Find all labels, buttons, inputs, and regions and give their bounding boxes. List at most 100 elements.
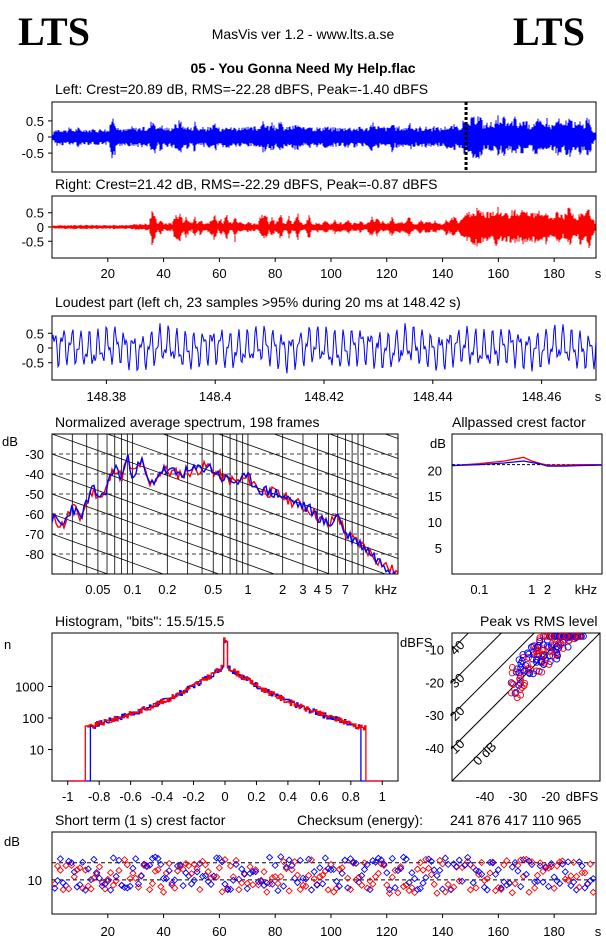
crest-diamond-marker: [263, 888, 271, 896]
crest-diamond-marker: [182, 869, 190, 877]
crest-diamond-marker: [123, 884, 131, 892]
crest-diamond-marker: [221, 880, 229, 888]
y-tick-label: -20: [425, 675, 444, 690]
crest-diamond-marker: [444, 880, 452, 889]
x-tick-label: 120: [376, 266, 398, 281]
crest-diamond-marker: [316, 864, 324, 872]
crest-diamond-marker: [235, 886, 243, 894]
crest-diamond-marker: [51, 880, 59, 888]
crest-diamond-marker: [494, 866, 502, 874]
crest-diamond-marker: [553, 862, 561, 870]
scatter-point: [532, 656, 540, 664]
crest-diamond-marker: [522, 870, 530, 879]
crest-diamond-marker: [87, 885, 95, 893]
crest-diamond-marker: [109, 881, 118, 889]
crest-diamond-marker: [159, 874, 168, 883]
spectrum-slope-line: [328, 434, 398, 459]
plot-frame: [51, 315, 597, 381]
crest-diamond-marker: [207, 880, 215, 888]
scatter-point: [529, 642, 537, 650]
x-tick-label: 100: [320, 266, 342, 281]
scatter-point: [517, 668, 525, 676]
crest-diamond-marker: [73, 866, 81, 874]
crest-diamond-marker: [193, 865, 201, 873]
loudest-part-trace: [51, 323, 597, 374]
x-unit-label: kHz: [375, 582, 397, 597]
crest-diamond-marker: [95, 874, 104, 882]
crest-diamond-marker: [567, 881, 575, 890]
scatter-point: [565, 633, 573, 640]
x-tick-label: 148.4: [199, 389, 232, 404]
x-tick-label: 120: [376, 924, 398, 939]
x-tick-label: 0.5: [204, 582, 222, 597]
crest-diamond-marker: [483, 886, 491, 894]
x-tick-label: 0.8: [342, 789, 360, 804]
x-tick-label: 0.1: [124, 582, 142, 597]
crest-diamond-marker: [318, 871, 327, 879]
crest-diamond-marker: [129, 864, 137, 872]
crest-diamond-marker: [458, 877, 466, 885]
crest-diamond-marker: [413, 865, 422, 873]
y-tick-label: -10: [425, 642, 444, 657]
crest-diamond-marker: [514, 867, 522, 875]
crest-diamond-marker: [480, 876, 489, 885]
crest-diamond-marker: [235, 875, 243, 883]
x-tick-label: 0: [221, 789, 228, 804]
x-tick-label: -30: [508, 789, 527, 804]
x-tick-label: 180: [543, 266, 565, 281]
x-tick-label: 160: [488, 266, 510, 281]
crest-diamond-marker: [221, 855, 229, 864]
spectrum-curve: [52, 454, 396, 574]
crest-diamond-marker: [218, 858, 226, 866]
crest-diamond-marker: [137, 872, 145, 880]
left-waveform-chart: 0.50-0.5: [22, 101, 597, 173]
app-title: MasVis ver 1.2 - www.lts.a.se: [211, 26, 395, 42]
crest-diamond-marker: [321, 854, 330, 862]
crest-diamond-marker: [581, 869, 589, 877]
scatter-point: [550, 641, 557, 649]
crest-diamond-marker: [126, 874, 134, 883]
crest-diamond-marker: [109, 854, 118, 862]
scatter-point: [545, 660, 553, 668]
crest-diamond-marker: [132, 855, 140, 863]
crest-diamond-marker: [129, 869, 137, 877]
crest-diamond-marker: [238, 865, 246, 873]
x-unit-label: kHz: [575, 582, 597, 597]
crest-diamond-marker: [377, 856, 385, 864]
crest-diamond-marker: [550, 884, 558, 892]
crest-diamond-marker: [224, 885, 232, 893]
x-tick-label: -0.2: [182, 789, 204, 804]
crest-diamond-marker: [536, 859, 544, 867]
crest-diamond-marker: [369, 857, 377, 865]
crest-diamond-marker: [514, 861, 522, 869]
scatter-point: [525, 653, 532, 661]
crest-diamond-marker: [268, 874, 277, 882]
crest-diamond-marker: [385, 886, 394, 894]
crest-diamond-marker: [486, 858, 494, 867]
crest-diamond-marker: [416, 859, 424, 867]
x-tick-label: 80: [268, 266, 282, 281]
crest-diamond-marker: [528, 860, 536, 869]
y-tick-label: -60: [25, 507, 44, 522]
crest-diamond-marker: [374, 854, 383, 862]
crest-diamond-marker: [190, 876, 198, 884]
crest-diamond-marker: [134, 880, 143, 888]
crest-diamond-marker: [243, 879, 251, 888]
crest-diamond-marker: [162, 874, 171, 883]
crest-diamond-marker: [79, 858, 87, 866]
crest-diamond-marker: [92, 868, 101, 877]
y-axis-label: n: [4, 637, 11, 652]
crest-diamond-marker: [318, 880, 327, 888]
crest-diamond-marker: [564, 858, 572, 866]
scatter-point: [520, 682, 528, 689]
x-tick-label: 40: [156, 266, 170, 281]
x-tick-label: -0.6: [119, 789, 141, 804]
loudest-part-chart: 0.50-0.5 148.38 148.4 148.42 148.44 148.46 s: [22, 315, 602, 404]
crest-diamond-marker: [441, 888, 449, 896]
crest-diamond-marker: [455, 856, 463, 864]
short-term-crest-chart: dB 10 20 40 60 80 100 120 140 160 180 s: [4, 831, 602, 939]
crest-diamond-marker: [257, 876, 265, 884]
crest-diamond-marker: [358, 881, 366, 889]
crest-diamond-marker: [148, 879, 157, 888]
crest-diamond-marker: [70, 873, 78, 881]
